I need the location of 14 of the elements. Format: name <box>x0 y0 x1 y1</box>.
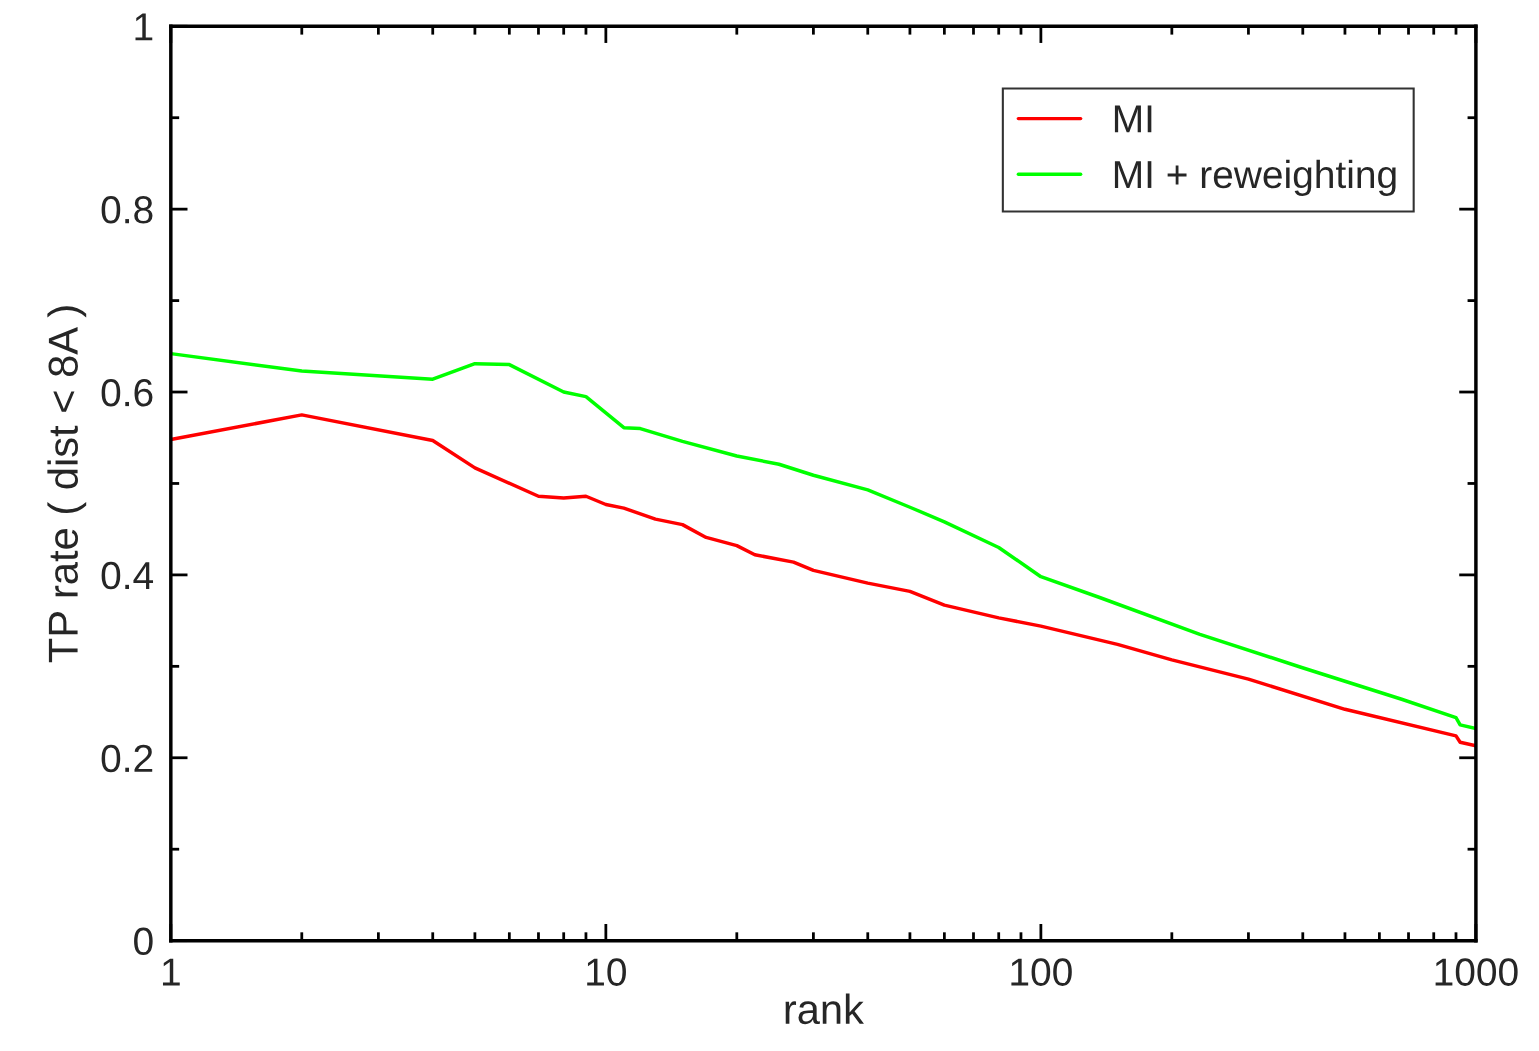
y-tick-label: 0.2 <box>101 744 153 773</box>
y-tick-label: 0.6 <box>101 378 153 407</box>
y-tick-label: 0 <box>134 927 153 956</box>
x-tick-label: 1 <box>162 958 180 986</box>
x-tick-label: 1000 <box>1435 958 1518 986</box>
y-axis-title: TP rate ( dist < 8A ) <box>47 306 87 663</box>
legend-label: MI + reweighting <box>1114 159 1396 196</box>
x-axis-title: rank <box>785 993 864 1025</box>
x-tick-label: 10 <box>587 958 626 986</box>
x-tick-label: 100 <box>1011 958 1072 986</box>
legend-label: MI <box>1114 105 1152 133</box>
y-tick-label: 1 <box>135 13 153 41</box>
y-tick-label: 0.8 <box>101 196 153 224</box>
y-tick-label: 0.4 <box>101 561 154 590</box>
